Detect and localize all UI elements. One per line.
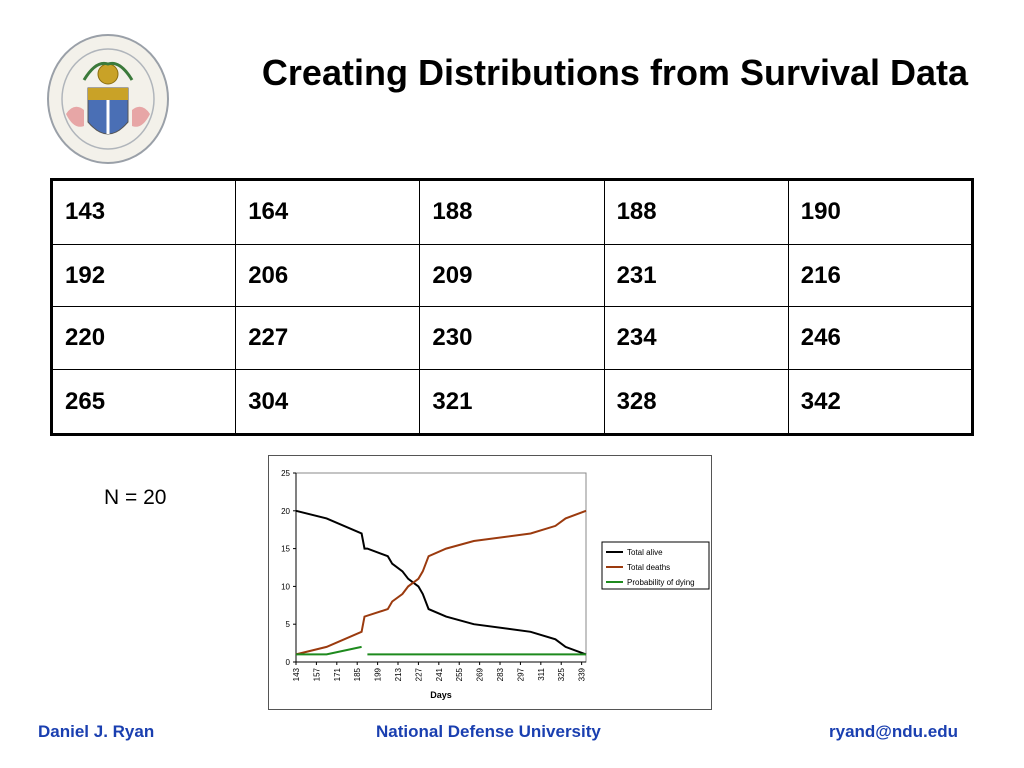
table-cell: 164 xyxy=(235,179,421,245)
table-cell: 209 xyxy=(419,243,605,308)
table-cell: 230 xyxy=(419,306,605,371)
x-tick-label: 297 xyxy=(516,667,525,681)
x-tick-label: 199 xyxy=(374,667,383,681)
table-row: 192 206 209 231 216 xyxy=(50,243,974,308)
table-cell: 265 xyxy=(50,369,237,435)
x-tick-label: 325 xyxy=(557,667,566,681)
sample-size-label: N = 20 xyxy=(104,486,167,509)
x-tick-label: 227 xyxy=(414,667,423,681)
x-tick-label: 339 xyxy=(578,667,587,681)
y-tick-label: 0 xyxy=(286,658,291,667)
x-tick-label: 185 xyxy=(353,667,362,681)
table-cell: 227 xyxy=(235,306,421,371)
table-row: 143 164 188 188 190 xyxy=(50,179,974,245)
table-cell: 342 xyxy=(787,369,974,435)
table-cell: 231 xyxy=(603,243,789,308)
x-tick-label: 157 xyxy=(312,667,321,681)
y-tick-label: 25 xyxy=(281,469,290,478)
table-cell: 188 xyxy=(419,179,605,245)
survival-data-table: 143 164 188 188 190 192 206 209 231 216 … xyxy=(50,178,974,436)
university-seal-logo xyxy=(44,30,172,168)
table-row: 220 227 230 234 246 xyxy=(50,306,974,371)
table-cell: 328 xyxy=(603,369,789,435)
y-tick-label: 15 xyxy=(281,545,290,554)
table-cell: 216 xyxy=(787,243,974,308)
x-tick-label: 269 xyxy=(476,667,485,681)
table-cell: 234 xyxy=(603,306,789,371)
table-cell: 321 xyxy=(419,369,605,435)
legend-entry: Probability of dying xyxy=(627,578,695,587)
survival-chart-svg: 0 5 10 15 20 25 143 157 171 185 199 213 227 241 255 269… xyxy=(281,469,710,700)
table-cell: 188 xyxy=(603,179,789,245)
x-tick-label: 213 xyxy=(394,667,403,681)
x-tick-label: 311 xyxy=(537,667,546,680)
x-tick-label: 171 xyxy=(333,667,342,681)
table-cell: 246 xyxy=(787,306,974,371)
y-tick-label: 20 xyxy=(281,507,290,516)
x-tick-label: 241 xyxy=(435,667,444,681)
x-tick-label: 255 xyxy=(455,667,464,681)
y-tick-label: 10 xyxy=(281,582,290,591)
table-cell: 206 xyxy=(235,243,421,308)
legend-entry: Total alive xyxy=(627,548,663,557)
x-tick-label: 143 xyxy=(292,667,301,681)
table-cell: 143 xyxy=(50,179,237,245)
footer-organization: National Defense University xyxy=(376,722,601,741)
footer-email: ryand@ndu.edu xyxy=(829,722,958,741)
slide-title: Creating Distributions from Survival Dat… xyxy=(261,52,969,93)
x-tick-label: 283 xyxy=(496,667,505,681)
series-line-total-deaths xyxy=(295,509,587,656)
table-cell: 190 xyxy=(787,179,974,245)
table-cell: 304 xyxy=(235,369,421,435)
y-tick-label: 5 xyxy=(286,620,291,629)
table-cell: 220 xyxy=(50,306,237,371)
x-axis-label: Days xyxy=(430,690,452,700)
table-cell: 192 xyxy=(50,243,237,308)
table-row: 265 304 321 328 342 xyxy=(50,369,974,435)
plot-area xyxy=(295,472,587,663)
series-line-probability-of-dying xyxy=(296,645,362,656)
survival-chart: 0 5 10 15 20 25 143 157 171 185 199 213 227 241 255 269… xyxy=(268,455,712,710)
legend-entry: Total deaths xyxy=(627,563,670,572)
footer-author: Daniel J. Ryan xyxy=(38,722,155,741)
